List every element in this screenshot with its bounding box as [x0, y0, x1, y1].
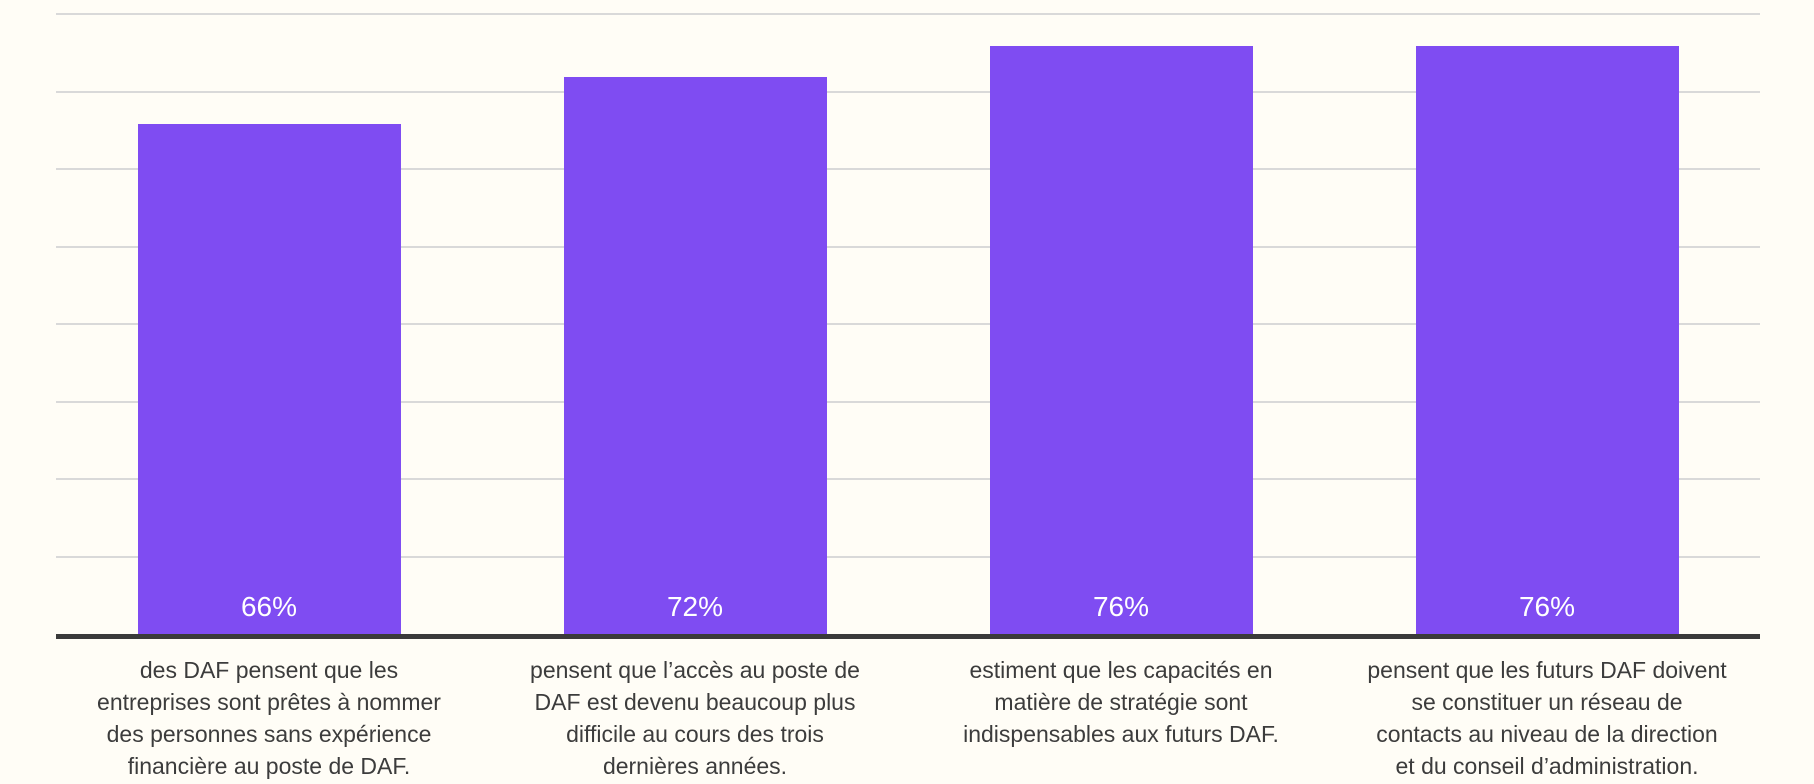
gridline-50-percent [56, 246, 1760, 248]
plot-area: 66% 72% 76% 76% [56, 0, 1760, 635]
bar-value-label-1: 66% [240, 591, 298, 622]
bar-1: 66% [137, 124, 401, 635]
gridline-40-percent [56, 323, 1760, 325]
category-label-3: estiment que les capacités en matière de… [963, 657, 1279, 747]
gridline-70-percent [56, 91, 1760, 93]
bar-2: 72% [563, 77, 827, 635]
bar-4: 76% [1415, 46, 1679, 635]
bar-value-label-3: 76% [1092, 591, 1150, 622]
bar-value-label-4: 76% [1518, 591, 1576, 622]
category-labels-row: des DAF pensent que les entreprises sont… [56, 650, 1760, 782]
gridline-10-percent [56, 556, 1760, 558]
gridline-30-percent [56, 401, 1760, 403]
bar-3: 76% [989, 46, 1253, 635]
category-label-1: des DAF pensent que les entreprises sont… [97, 657, 441, 779]
category-label-4: pensent que les futurs DAF doivent se co… [1367, 657, 1727, 779]
gridline-80-percent [56, 13, 1760, 15]
gridline-20-percent [56, 478, 1760, 480]
x-axis-line [56, 634, 1760, 639]
gridline-60-percent [56, 168, 1760, 170]
bar-value-label-2: 72% [666, 591, 724, 622]
category-label-2: pensent que l’accès au poste de DAF est … [530, 657, 860, 779]
